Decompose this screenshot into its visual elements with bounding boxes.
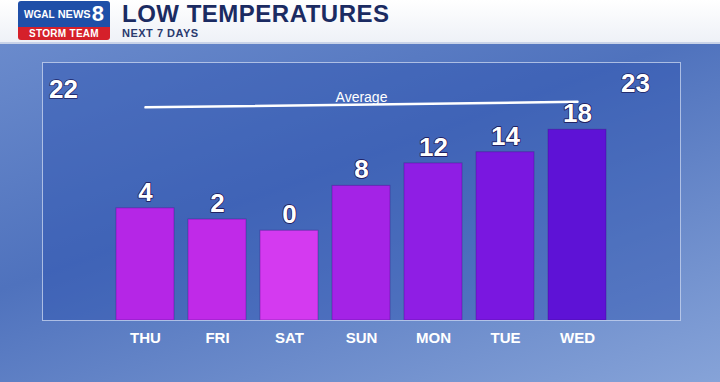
svg-text:FRI: FRI: [205, 329, 229, 346]
html-text:WGAL NEWS: WGAL NEWS: [24, 8, 91, 20]
svg-text:0: 0: [282, 199, 296, 229]
svg-text:23: 23: [621, 68, 650, 98]
html-text:NEXT 7 DAYS: NEXT 7 DAYS: [122, 27, 199, 39]
svg-text:WED: WED: [560, 329, 595, 346]
svg-text:12: 12: [419, 132, 448, 162]
svg-text:SUN: SUN: [346, 329, 378, 346]
html-text:STORM TEAM: STORM TEAM: [29, 28, 99, 39]
svg-text:8: 8: [354, 154, 368, 184]
svg-text:TUE: TUE: [491, 329, 521, 346]
svg-text:MON: MON: [416, 329, 451, 346]
svg-text:4: 4: [138, 177, 153, 207]
svg-text:18: 18: [563, 98, 592, 128]
svg-text:THU: THU: [130, 329, 161, 346]
svg-text:14: 14: [491, 121, 520, 151]
svg-text:22: 22: [49, 74, 78, 104]
svg-text:Average: Average: [336, 89, 388, 105]
svg-text:2: 2: [210, 188, 224, 218]
html-text:8: 8: [91, 1, 104, 26]
html-text:LOW TEMPERATURES: LOW TEMPERATURES: [122, 0, 390, 27]
svg-text:SAT: SAT: [275, 329, 304, 346]
